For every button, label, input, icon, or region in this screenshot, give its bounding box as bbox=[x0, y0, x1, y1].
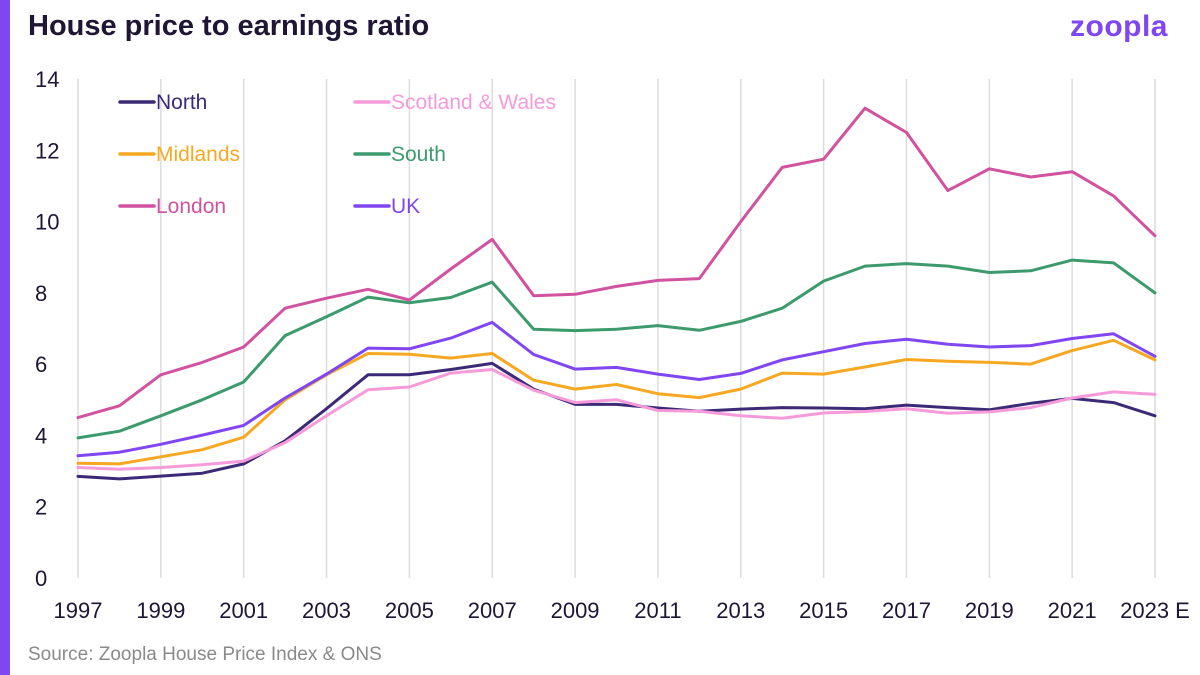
zoopla-logo: zoopla bbox=[1070, 10, 1168, 43]
y-tick-label-8: 8 bbox=[35, 281, 47, 306]
legend-label-midlands: Midlands bbox=[156, 143, 240, 166]
legend: North Scotland & Wales Midlands South London… bbox=[118, 91, 556, 218]
y-tick-label-4: 4 bbox=[35, 423, 47, 448]
y-tick-label-2: 2 bbox=[35, 495, 47, 520]
legend-label-south: South bbox=[391, 143, 446, 166]
y-tick-label-6: 6 bbox=[35, 352, 47, 377]
source-note: Source: Zoopla House Price Index & ONS bbox=[28, 644, 382, 665]
y-tick-label-10: 10 bbox=[35, 210, 59, 235]
y-axis-ticks: 0 2 4 6 8 10 12 14 bbox=[35, 67, 59, 591]
x-tick-label-2019: 2019 bbox=[965, 598, 1014, 623]
x-tick-label-2009: 2009 bbox=[551, 598, 600, 623]
y-tick-label-0: 0 bbox=[35, 566, 47, 591]
x-tick-label-1997: 1997 bbox=[54, 598, 103, 623]
x-axis-ticks: 1997 1999 2001 2003 2005 2007 2009 2011 2013 2015… bbox=[54, 598, 1190, 623]
series-line-london bbox=[76, 106, 1157, 420]
y-tick-label-14: 14 bbox=[35, 67, 59, 92]
legend-label-uk: UK bbox=[391, 195, 420, 218]
x-tick-label-2007: 2007 bbox=[468, 598, 517, 623]
series-line-south bbox=[76, 258, 1157, 440]
x-tick-label-2003: 2003 bbox=[302, 598, 351, 623]
series-lines bbox=[76, 106, 1157, 481]
series-line-scotland-wales bbox=[76, 368, 1157, 471]
gridlines bbox=[77, 79, 1156, 578]
x-tick-label-2015: 2015 bbox=[799, 598, 848, 623]
x-tick-label-1999: 1999 bbox=[136, 598, 185, 623]
legend-label-london: London bbox=[156, 195, 226, 218]
chart-title: House price to earnings ratio bbox=[28, 10, 430, 42]
series-line-uk bbox=[76, 320, 1157, 458]
y-tick-label-12: 12 bbox=[35, 138, 59, 163]
series-line-midlands bbox=[76, 338, 1157, 466]
legend-label-scotland-wales: Scotland & Wales bbox=[391, 91, 556, 114]
x-tick-label-2021: 2021 bbox=[1048, 598, 1097, 623]
x-tick-label-2005: 2005 bbox=[385, 598, 434, 623]
x-tick-label-2017: 2017 bbox=[882, 598, 931, 623]
x-tick-label-2013: 2013 bbox=[716, 598, 765, 623]
accent-bar bbox=[0, 0, 10, 675]
legend-label-north: North bbox=[156, 91, 207, 114]
x-tick-label-2023-E: 2023 E bbox=[1120, 598, 1190, 623]
x-tick-label-2011: 2011 bbox=[634, 598, 681, 623]
x-tick-label-2001: 2001 bbox=[219, 598, 268, 623]
